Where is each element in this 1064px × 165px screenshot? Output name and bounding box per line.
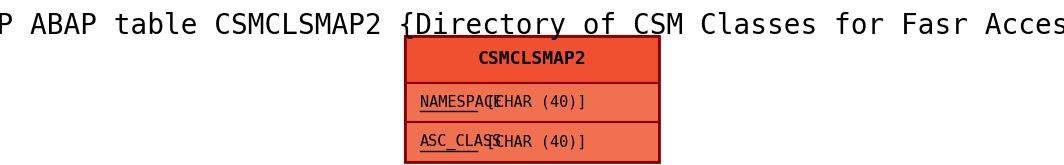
Text: ASC_CLASS: ASC_CLASS [419,134,502,150]
Bar [404,36,660,162]
Text: NAMESPACE: NAMESPACE [419,95,502,110]
Text: [CHAR (40)]: [CHAR (40)] [477,134,586,149]
Text: [CHAR (40)]: [CHAR (40)] [477,95,586,110]
Bar [404,82,660,122]
Text: CSMCLSMAP2: CSMCLSMAP2 [478,50,586,68]
Text: SAP ABAP table CSMCLSMAP2 {Directory of CSM Classes for Fasr Access}: SAP ABAP table CSMCLSMAP2 {Directory of … [0,12,1064,40]
Bar [404,122,660,162]
Bar [404,36,660,82]
